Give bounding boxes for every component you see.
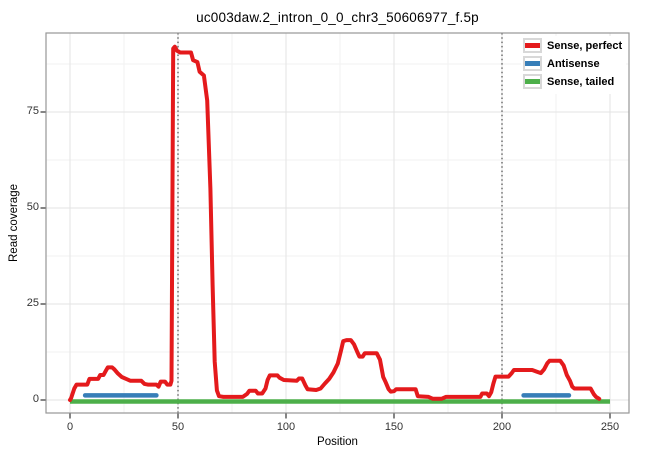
x-axis-title: Position [317, 436, 358, 448]
x-tick-label: 100 [276, 421, 296, 433]
legend-color-bar [525, 79, 540, 84]
legend-key-sense-perfect [523, 38, 542, 53]
legend-key-antisense [523, 56, 542, 71]
x-tick-label: 250 [600, 421, 620, 433]
legend-color-bar [525, 43, 540, 48]
legend-entry-antisense: Antisense [523, 56, 622, 71]
legend-entry-sense-tailed: Sense, tailed [523, 74, 622, 89]
x-tick-label: 0 [66, 421, 74, 433]
chart-title: uc003daw.2_intron_0_0_chr3_50606977_f.5p [196, 10, 479, 25]
legend-entry-sense-perfect: Sense, perfect [523, 38, 622, 53]
legend: Sense, perfect Antisense Sense, tailed [521, 36, 627, 94]
panel-border [45, 32, 630, 414]
x-tick-label: 50 [171, 421, 185, 433]
series-sense-perfect [68, 44, 602, 402]
legend-label: Sense, perfect [547, 39, 623, 52]
y-tick-label: 50 [26, 201, 39, 213]
legend-label: Sense, tailed [547, 75, 615, 88]
legend-key-sense-tailed [523, 74, 542, 89]
legend-color-bar [525, 61, 540, 66]
panel-background [46, 33, 629, 413]
y-tick-label: 25 [26, 297, 39, 309]
x-tick-label: 150 [384, 421, 404, 433]
legend-label: Antisense [547, 57, 600, 70]
y-tick-label: 0 [32, 393, 39, 405]
y-tick-label: 75 [26, 105, 39, 117]
x-tick-label: 200 [492, 421, 512, 433]
